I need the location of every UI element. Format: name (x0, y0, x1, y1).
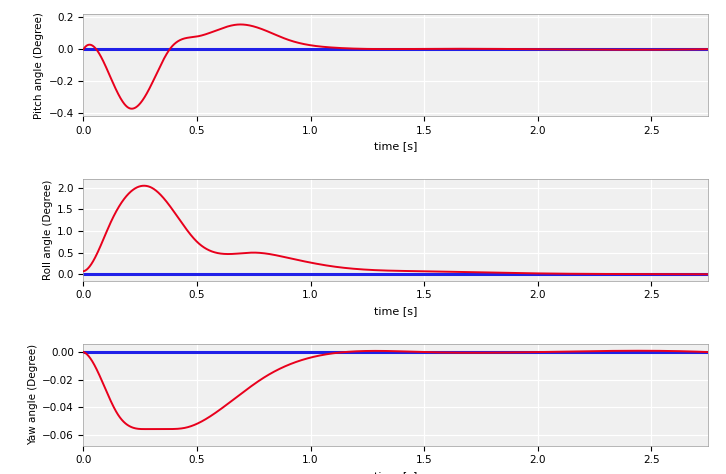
X-axis label: time [s]: time [s] (374, 471, 417, 474)
X-axis label: time [s]: time [s] (374, 306, 417, 316)
Y-axis label: Yaw angle (Degree): Yaw angle (Degree) (28, 344, 38, 445)
Y-axis label: Roll angle (Degree): Roll angle (Degree) (43, 180, 53, 280)
Y-axis label: Pitch angle (Degree): Pitch angle (Degree) (34, 12, 44, 118)
X-axis label: time [s]: time [s] (374, 141, 417, 151)
